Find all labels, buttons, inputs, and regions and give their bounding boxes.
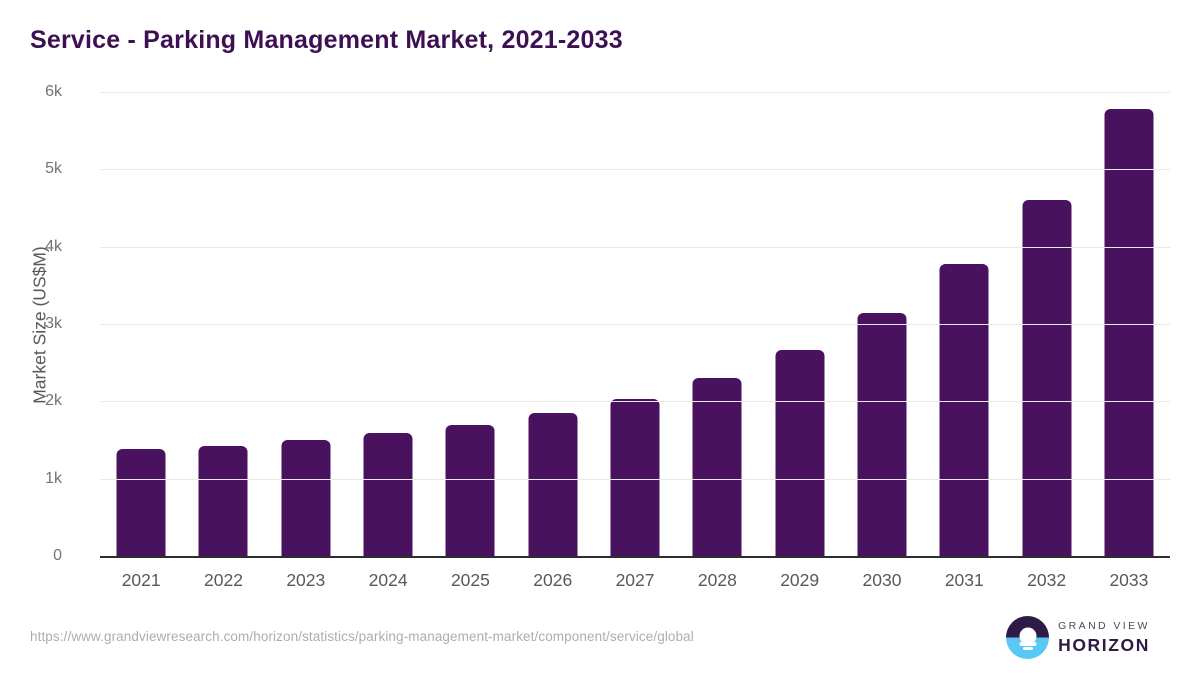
bar-2021[interactable] (116, 448, 166, 556)
bar-2033[interactable] (1104, 109, 1154, 556)
y-tick-label: 3k (45, 315, 62, 332)
x-tick-label: 2024 (368, 570, 408, 590)
x-tick-label: 2033 (1109, 570, 1149, 590)
plot-area: 2021 2022 2023 2024 2025 2026 2027 2028 2029 2030… (45, 83, 1170, 590)
y-tick-label: 1k (45, 469, 62, 487)
gridline (100, 478, 1170, 480)
x-tick-label: 2032 (1027, 570, 1067, 590)
bar-slot: 2021 (100, 92, 182, 590)
x-tick-label: 2023 (286, 570, 326, 590)
x-tick-label: 2025 (450, 570, 490, 590)
brand-name-bottom: HORIZON (1058, 634, 1150, 655)
bar-2030[interactable] (857, 313, 907, 556)
source-url: https://www.grandviewresearch.com/horizo… (30, 629, 694, 644)
brand-name-top: GRAND VIEW (1058, 619, 1150, 632)
gridline (100, 246, 1170, 248)
logo-text: GRAND VIEW HORIZON (1058, 620, 1150, 656)
y-tick-label: 6k (45, 83, 62, 100)
chart-title: Service - Parking Management Market, 202… (30, 26, 623, 54)
gridline (100, 169, 1170, 171)
x-tick-label: 2029 (780, 570, 820, 590)
bar-slot: 2026 (512, 92, 594, 590)
bar-2028[interactable] (692, 377, 742, 556)
gridline (100, 92, 1170, 93)
bar-slot: 2025 (429, 92, 511, 590)
y-tick-label: 5k (45, 160, 62, 178)
bar-slot: 2029 (759, 92, 841, 590)
bar-2029[interactable] (775, 350, 825, 556)
bar-2032[interactable] (1022, 200, 1072, 556)
bar-slot: 2027 (594, 92, 676, 590)
x-tick-label: 2028 (697, 570, 737, 590)
bar-slot: 2031 (923, 92, 1005, 590)
wave-line-icon (1022, 646, 1033, 651)
horizon-sun-icon (1006, 616, 1050, 659)
bar-2024[interactable] (363, 433, 413, 556)
gridline (100, 401, 1170, 403)
grand-view-horizon-logo: GRAND VIEW HORIZON (1006, 616, 1150, 659)
bar-slot: 2022 (182, 92, 264, 590)
x-tick-label: 2031 (944, 570, 984, 590)
bar-2026[interactable] (528, 413, 578, 556)
y-tick-label: 2k (45, 392, 62, 410)
x-tick-label: 2026 (533, 570, 573, 590)
wave-line-icon (1019, 642, 1037, 646)
x-tick-label: 2030 (862, 570, 902, 590)
bar-slot: 2028 (676, 92, 758, 590)
bar-slot: 2024 (347, 92, 429, 590)
bar-slot: 2032 (1005, 92, 1087, 590)
x-tick-label: 2027 (615, 570, 655, 590)
bar-2031[interactable] (939, 264, 989, 556)
y-tick-label: 0 (53, 547, 62, 564)
bar-2023[interactable] (281, 440, 331, 556)
sun-circle-icon (1019, 627, 1037, 645)
x-tick-label: 2022 (204, 570, 243, 590)
bar-slots: 2021 2022 2023 2024 2025 2026 2027 2028 2029 2030… (100, 92, 1170, 590)
bar-slot: 2023 (265, 92, 347, 590)
gridline (100, 324, 1170, 325)
bar-2027[interactable] (610, 399, 660, 556)
x-tick-label: 2021 (121, 570, 161, 590)
bar-slot: 2030 (841, 92, 923, 590)
y-tick-label: 4k (45, 237, 62, 255)
bar-2025[interactable] (445, 425, 495, 556)
bar-2022[interactable] (198, 445, 248, 556)
bar-slot: 2033 (1088, 92, 1170, 590)
